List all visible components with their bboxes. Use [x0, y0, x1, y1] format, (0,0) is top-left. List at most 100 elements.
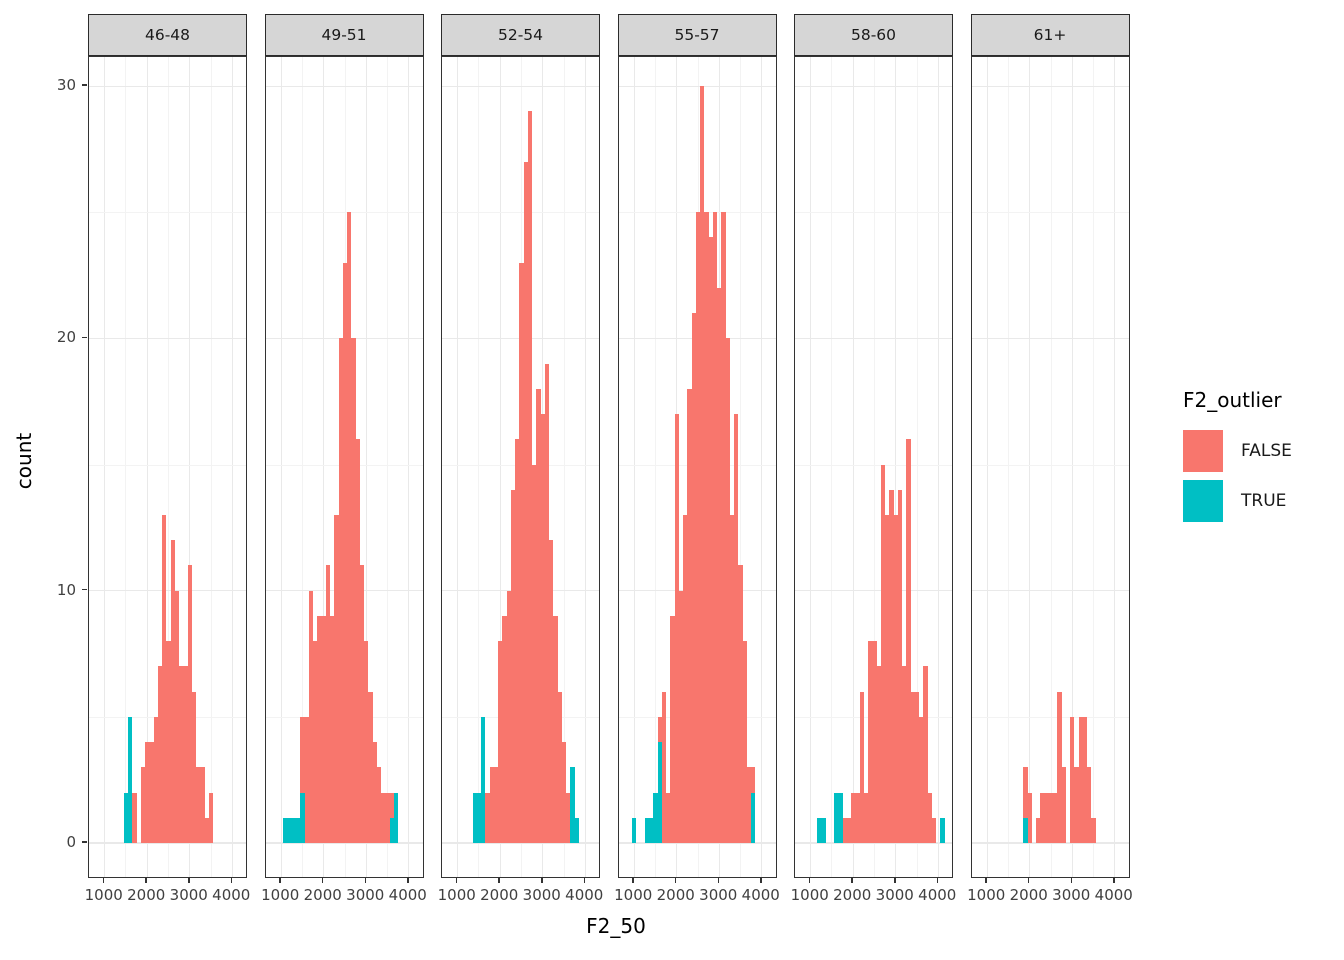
histogram-bar-false [708, 237, 713, 843]
histogram-bar-false [687, 388, 692, 843]
histogram-bar-false [325, 565, 331, 843]
histogram-bar-false [902, 666, 907, 843]
gridline-x-minor [740, 57, 741, 877]
histogram-bar-false [515, 439, 520, 843]
histogram-bar-false [510, 489, 516, 843]
facet-strip: 52-54 [441, 14, 600, 56]
histogram-bar-true [393, 792, 399, 843]
gridline-y-major [795, 590, 952, 592]
x-axis-tick [851, 878, 853, 883]
histogram-bar-false [544, 363, 550, 843]
histogram-bar-false [502, 615, 507, 843]
histogram-bar-false [540, 414, 545, 843]
x-axis-tick-label: 1000 [967, 886, 1006, 904]
x-axis-tick [1070, 878, 1072, 883]
histogram-bar-false [300, 716, 305, 793]
histogram-bar-false [914, 691, 920, 843]
x-axis-tick [936, 878, 939, 883]
gridline-y-major [618, 85, 776, 87]
facet-strip: 49-51 [264, 14, 424, 56]
histogram-bar-true [632, 817, 637, 843]
histogram-bar-false [485, 792, 490, 843]
gridline-y-minor [971, 716, 1129, 718]
gridline-x-minor [563, 57, 565, 877]
histogram-bar-false [179, 666, 184, 843]
gridline-y-minor [971, 212, 1129, 214]
x-axis-tick-label: 2000 [480, 886, 519, 904]
x-axis-tick [279, 878, 281, 883]
gridline-x-major [1071, 57, 1073, 877]
y-axis-tick-label: 10 [56, 580, 76, 599]
gridline-y-minor [442, 212, 599, 214]
facet-strip-label: 58-60 [850, 26, 897, 44]
histogram-bar-false [1074, 767, 1079, 843]
histogram-bar-true [574, 817, 579, 843]
x-axis-tick-label: 3000 [346, 886, 385, 904]
gridline-y-major [442, 842, 599, 844]
gridline-y-minor [971, 464, 1129, 466]
histogram-bar-false [557, 691, 562, 843]
facet-panel [441, 56, 600, 878]
histogram-bar-false [162, 515, 167, 843]
histogram-bar-false [208, 792, 214, 843]
histogram-bar-false [389, 792, 394, 818]
histogram-bar-false [1040, 792, 1045, 843]
histogram-bar-false [927, 792, 932, 843]
y-axis-tick [82, 84, 87, 86]
histogram-bar-false [376, 767, 382, 843]
histogram-bar-false [342, 262, 348, 843]
gridline-x-major [986, 57, 988, 877]
facet-panel [970, 56, 1130, 878]
histogram-bar-false [1044, 792, 1049, 843]
histogram-bar-false [313, 641, 318, 843]
histogram-bar-false [712, 212, 718, 843]
facet-strip-label: 49-51 [321, 26, 367, 44]
histogram-bar-false [683, 515, 688, 843]
gridline-x-major [937, 57, 939, 877]
histogram-bar-false [334, 515, 339, 843]
histogram-bar-false [919, 716, 924, 843]
gridline-y-major [795, 337, 952, 339]
gridline-x-minor [478, 57, 480, 877]
y-axis-tick [82, 336, 87, 339]
histogram-bar-false [191, 691, 197, 843]
histogram-bar-false [1061, 767, 1066, 843]
gridline-x-minor [168, 57, 169, 877]
x-axis-tick-label: 1000 [437, 886, 476, 904]
gridline-y-major [971, 85, 1129, 87]
x-axis-tick-label: 3000 [1052, 886, 1091, 904]
histogram-bar-false [734, 414, 739, 843]
gridline-x-major [408, 57, 410, 877]
legend-swatch-true [1183, 480, 1223, 522]
gridline-x-major [810, 57, 812, 877]
x-axis-tick-label: 3000 [699, 886, 738, 904]
histogram-bar-true [481, 716, 486, 843]
histogram-bar-false [717, 287, 722, 843]
histogram-bar-true [649, 817, 654, 843]
histogram-bar-false [157, 666, 163, 843]
facet-panel [617, 56, 777, 878]
facet-strip: 58-60 [794, 14, 953, 56]
gridline-x-minor [387, 57, 388, 877]
x-axis-tick-label: 4000 [565, 886, 604, 904]
gridline-y-major [795, 842, 952, 844]
histogram-bar-false [170, 540, 175, 843]
histogram-bar-false [1091, 817, 1096, 843]
x-axis-tick-label: 4000 [918, 886, 957, 904]
histogram-bar-false [553, 615, 558, 843]
gridline-y-major [795, 85, 952, 87]
x-axis-tick [455, 878, 458, 883]
histogram-bar-false [746, 767, 752, 843]
facet-strip-label: 46-48 [144, 26, 191, 44]
histogram-bar-false [351, 338, 356, 843]
x-axis-tick-label: 2000 [127, 886, 166, 904]
gridline-x-major [189, 57, 191, 877]
histogram-bar-false [910, 691, 915, 843]
x-axis-tick-label: 2000 [1009, 886, 1048, 904]
facet-panel [88, 56, 247, 878]
histogram-bar-false [674, 414, 679, 843]
histogram-bar-false [885, 515, 890, 843]
histogram-bar-false [498, 641, 503, 843]
histogram-bar-false [893, 515, 898, 843]
histogram-bar-false [868, 641, 873, 843]
